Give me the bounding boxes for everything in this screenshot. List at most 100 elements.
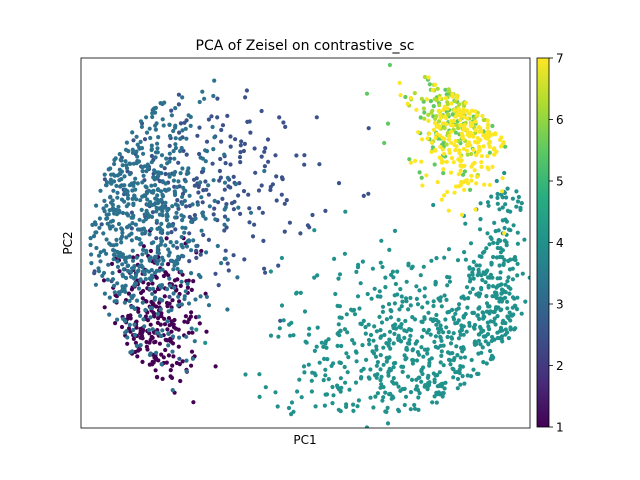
scatter-point	[436, 108, 441, 113]
scatter-point	[144, 248, 149, 253]
colorbar: 1 2 3 4 5 6 7	[536, 52, 564, 435]
scatter-point	[176, 294, 181, 299]
scatter-point	[338, 376, 343, 381]
scatter-point	[505, 186, 510, 191]
scatter-point	[124, 140, 129, 145]
scatter-point	[375, 360, 380, 365]
scatter-point	[118, 254, 124, 259]
scatter-point	[505, 279, 510, 284]
scatter-point	[104, 203, 109, 208]
scatter-point	[261, 238, 266, 243]
scatter-point	[197, 151, 202, 157]
scatter-point	[195, 202, 200, 207]
scatter-point	[372, 373, 378, 378]
scatter-point	[432, 339, 437, 344]
scatter-point	[487, 182, 493, 188]
scatter-point	[380, 398, 385, 403]
scatter-point	[439, 349, 444, 354]
scatter-point	[190, 202, 195, 207]
scatter-point	[425, 300, 430, 305]
scatter-point	[387, 392, 392, 397]
scatter-point	[370, 349, 375, 354]
scatter-point	[456, 336, 461, 341]
scatter-point	[140, 359, 145, 364]
scatter-point	[184, 204, 189, 209]
scatter-point	[173, 215, 178, 220]
scatter-point	[301, 364, 307, 369]
scatter-point	[458, 364, 463, 369]
scatter-point	[110, 270, 115, 276]
scatter-point	[402, 386, 407, 391]
scatter-point	[131, 255, 136, 260]
scatter-point	[153, 105, 158, 110]
scatter-point	[312, 228, 317, 233]
scatter-point	[346, 355, 351, 360]
scatter-point	[215, 243, 220, 249]
scatter-point	[485, 154, 490, 159]
scatter-point	[171, 325, 177, 330]
scatter-point	[174, 185, 180, 190]
scatter-point	[149, 183, 154, 188]
scatter-point	[419, 159, 424, 164]
scatter-point	[159, 362, 164, 367]
scatter-point	[486, 285, 491, 290]
colorbar-tick-label: 1	[556, 421, 564, 435]
scatter-point	[204, 294, 209, 299]
scatter-point	[452, 190, 457, 195]
scatter-point	[190, 330, 195, 335]
scatter-point	[166, 262, 171, 267]
scatter-point	[489, 236, 494, 241]
scatter-point	[177, 299, 182, 304]
scatter-point	[480, 250, 486, 255]
scatter-point	[122, 300, 127, 305]
scatter-point	[302, 153, 307, 158]
scatter-point	[169, 108, 174, 113]
scatter-point	[122, 183, 127, 188]
scatter-point	[322, 356, 327, 361]
scatter-point	[514, 204, 519, 209]
scatter-point	[189, 219, 194, 224]
scatter-point	[268, 269, 273, 274]
scatter-point	[135, 181, 140, 186]
scatter-point	[330, 401, 335, 406]
scatter-point	[429, 356, 434, 361]
scatter-point	[426, 112, 431, 117]
scatter-point	[339, 315, 344, 320]
scatter-point	[519, 311, 524, 316]
scatter-point	[331, 361, 336, 366]
scatter-point	[478, 324, 483, 330]
scatter-point	[171, 267, 176, 272]
scatter-point	[455, 386, 460, 391]
scatter-point	[430, 108, 435, 113]
scatter-point	[127, 172, 132, 177]
scatter-point	[481, 310, 486, 316]
scatter-point	[104, 216, 109, 221]
scatter-point	[372, 324, 377, 329]
scatter-point	[350, 338, 355, 343]
scatter-point	[511, 223, 516, 228]
scatter-point	[479, 164, 484, 169]
scatter-point	[487, 242, 492, 247]
scatter-point	[497, 336, 502, 341]
scatter-point	[149, 226, 154, 232]
scatter-point	[451, 375, 456, 380]
scatter-point	[403, 394, 409, 399]
scatter-point	[196, 314, 201, 319]
scatter-point	[266, 159, 271, 164]
scatter-point	[429, 140, 435, 145]
scatter-point	[335, 383, 340, 388]
scatter-point	[218, 156, 223, 162]
scatter-point	[215, 115, 220, 120]
scatter-point	[120, 262, 125, 267]
scatter-point	[355, 294, 361, 299]
scatter-point	[116, 290, 122, 295]
scatter-point	[178, 171, 183, 176]
scatter-point	[510, 266, 515, 271]
scatter-point	[284, 198, 289, 203]
scatter-point	[141, 173, 146, 178]
scatter-point	[377, 314, 382, 319]
scatter-point	[366, 126, 371, 131]
scatter-point	[167, 143, 172, 148]
scatter-point	[279, 255, 284, 261]
scatter-point	[386, 373, 391, 378]
